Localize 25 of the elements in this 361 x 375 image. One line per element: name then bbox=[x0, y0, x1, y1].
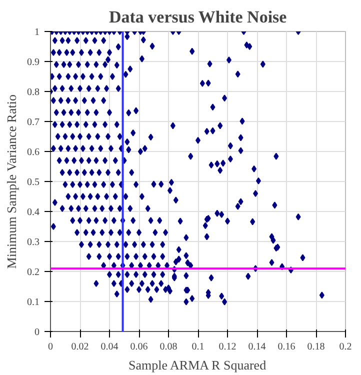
y-tick-label: 1 bbox=[34, 27, 40, 38]
y-tick-label: 0.5 bbox=[27, 177, 40, 188]
y-axis-title: Minimum Sample Variance Ratio bbox=[4, 94, 19, 269]
y-tick-label: 0.4 bbox=[27, 207, 40, 218]
x-tick-label: 0.02 bbox=[71, 342, 89, 352]
x-tick-label: 0.14 bbox=[248, 342, 266, 352]
x-tick-label: 0.1 bbox=[192, 342, 204, 352]
x-tick-label: 0.08 bbox=[160, 342, 178, 352]
x-tick-label: 0 bbox=[48, 342, 53, 352]
y-tick-label: 0.3 bbox=[27, 237, 40, 248]
x-axis-title: Sample ARMA R Squared bbox=[128, 358, 267, 372]
x-tick-label: 0.04 bbox=[100, 342, 118, 352]
x-tick-label: 0.2 bbox=[339, 342, 352, 352]
y-tick-label: 0.1 bbox=[27, 297, 40, 308]
x-tick-label: 0.06 bbox=[130, 342, 148, 352]
y-tick-label: 0 bbox=[34, 327, 40, 338]
y-tick-label: 0.6 bbox=[27, 147, 40, 158]
x-tick-label: 0.12 bbox=[218, 342, 236, 352]
chart-title: Data versus White Noise bbox=[108, 8, 288, 26]
x-tick-label: 0.16 bbox=[278, 342, 296, 352]
y-tick-label: 0.2 bbox=[27, 267, 40, 278]
y-tick-label: 0.7 bbox=[27, 117, 40, 128]
y-tick-label: 0.9 bbox=[27, 57, 40, 68]
y-tick-label: 0.8 bbox=[27, 87, 40, 98]
x-tick-label: 0.18 bbox=[307, 342, 325, 352]
